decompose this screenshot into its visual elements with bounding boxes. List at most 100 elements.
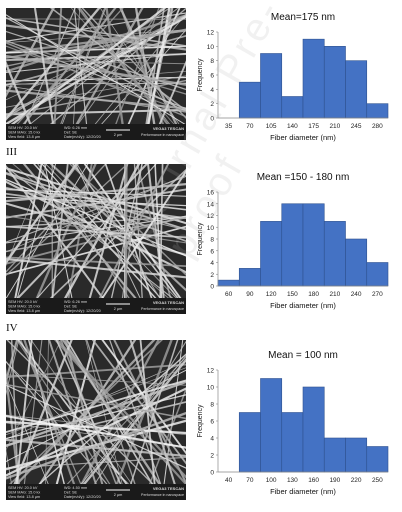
sem-info-text: SEM HV: 20.0 kV: [8, 486, 38, 490]
sem-brand: VEGA3 TESCAN: [153, 486, 184, 491]
chart-title: Mean = 100 nm: [268, 350, 338, 361]
histogram-1-plot: Mean=175 nm 0 2 4 6 8 10 12 35 70 105 140 175 210 245 2…: [197, 12, 389, 142]
sem-brand: VEGA3 TESCAN: [153, 300, 184, 305]
fiber-strand: [6, 383, 186, 420]
fiber-strand: [136, 164, 174, 309]
fiber-strand: [75, 358, 186, 495]
y-axis-label: Frequency: [197, 58, 204, 92]
sem-info-text: Date(m/d/y): 12/20/20: [64, 135, 101, 139]
sem-image-1: SEM HV: 20.0 kV SEM MAG: 15.0 kx View fiel…: [6, 8, 186, 140]
x-tick-label: 220: [351, 477, 362, 484]
panel-label-iv: IV: [6, 322, 18, 334]
sem-info-bar: [6, 298, 186, 314]
sem-info-text: WD: 6.26 mm: [64, 126, 87, 130]
fiber-strand: [56, 8, 106, 135]
fiber-strand: [14, 340, 33, 495]
fiber-strand: [154, 60, 186, 135]
sem-info-text: Det: SE: [64, 131, 78, 135]
y-tick-label: 12: [207, 368, 215, 375]
y-tick-label: 0: [210, 284, 214, 291]
y-tick-label: 10: [207, 385, 215, 392]
fiber-strand: [75, 164, 146, 309]
fiber-strand: [6, 448, 14, 495]
histogram-bar: [281, 412, 304, 473]
fiber-strand: [6, 380, 186, 448]
x-tick-label: 270: [372, 291, 383, 298]
sem-tagline: Performance in nanospace: [141, 307, 184, 311]
x-tick-label: 105: [266, 123, 277, 130]
histogram-bar: [323, 46, 346, 119]
y-tick-label: 2: [210, 101, 214, 108]
y-tick-label: 6: [210, 73, 214, 80]
fiber-strand: [6, 361, 186, 440]
fiber-strand: [6, 186, 186, 231]
scale-bar-label: 2 µm: [114, 493, 123, 497]
sem-tagline: Performance in nanospace: [141, 493, 184, 497]
y-axis-label: Frequency: [197, 404, 204, 438]
y-tick-label: 4: [210, 436, 214, 443]
fiber-strand: [6, 258, 186, 279]
histogram-bar: [302, 38, 325, 119]
sem-image-2: SEM HV: 20.0 kV SEM MAG: 15.0 kx View fiel…: [6, 164, 186, 314]
fiber-strand: [27, 353, 186, 495]
sem-info-text: WD: 4.50 mm: [64, 486, 87, 490]
scale-bar-label: 2 µm: [114, 307, 123, 311]
fiber-strand: [6, 360, 116, 495]
y-tick-label: 6: [210, 248, 214, 255]
fiber-strand: [28, 164, 157, 309]
x-tick-label: 190: [329, 477, 340, 484]
sem-info-text: View field: 13.8 µm: [8, 309, 40, 313]
fiber-strand: [70, 8, 144, 135]
scale-bar-label: 2 µm: [114, 133, 123, 137]
fiber-strand: [6, 340, 156, 495]
histogram-3: Mean = 100 nm 0 2 4 6 8 10 12 40 70 100 130 160 190 22…: [196, 344, 396, 500]
histogram-2: Mean =150 - 180 nm 0 2 4 6 8 10 12 14 16 60 90 120 15…: [196, 166, 396, 314]
histogram-bar: [260, 378, 283, 473]
sem-info-bar: [6, 484, 186, 500]
histogram-bar: [260, 221, 283, 287]
fiber-strand: [145, 8, 171, 135]
x-tick-label: 90: [246, 291, 254, 298]
y-tick-label: 2: [210, 453, 214, 460]
fiber-strand: [6, 164, 78, 265]
x-tick-label: 70: [246, 123, 254, 130]
fiber-strand: [147, 164, 166, 309]
fiber-strand: [93, 164, 170, 309]
sem-info-text: View field: 13.8 µm: [8, 135, 40, 139]
x-axis-label: Fiber diameter (nm): [270, 487, 336, 496]
fiber-strand: [53, 8, 63, 135]
fiber-strand: [55, 340, 126, 495]
x-tick-label: 150: [287, 291, 298, 298]
x-tick-label: 130: [287, 477, 298, 484]
fiber-strand: [6, 384, 186, 469]
y-tick-label: 10: [207, 225, 215, 232]
histogram-bar: [302, 386, 325, 473]
x-tick-label: 175: [308, 123, 319, 130]
x-tick-label: 280: [372, 123, 383, 130]
sem-info-text: Det: SE: [64, 491, 78, 495]
y-tick-label: 4: [210, 260, 214, 267]
fiber-strand: [6, 165, 186, 309]
y-tick-label: 4: [210, 87, 214, 94]
fiber-strand: [162, 340, 184, 495]
fiber-strand: [123, 8, 181, 135]
histogram-bar: [366, 103, 389, 119]
sem-info-text: Date(m/d/y): 12/20/20: [64, 309, 101, 313]
y-tick-label: 12: [207, 30, 215, 37]
x-axis-label: Fiber diameter (nm): [270, 133, 336, 142]
fiber-strand: [6, 164, 107, 273]
histogram-bar: [345, 60, 368, 119]
fiber-strand: [87, 340, 186, 495]
fiber-strand: [6, 70, 186, 86]
fiber-strand: [65, 340, 159, 495]
fiber-strand: [6, 361, 139, 495]
fiber-strand: [6, 8, 171, 120]
histogram-bar: [345, 437, 368, 473]
y-tick-label: 16: [207, 190, 215, 197]
fiber-strand: [6, 82, 186, 85]
fiber-strand: [108, 164, 143, 309]
fiber-strand: [6, 216, 186, 253]
fiber-strand: [30, 340, 140, 495]
x-tick-label: 35: [225, 123, 233, 130]
